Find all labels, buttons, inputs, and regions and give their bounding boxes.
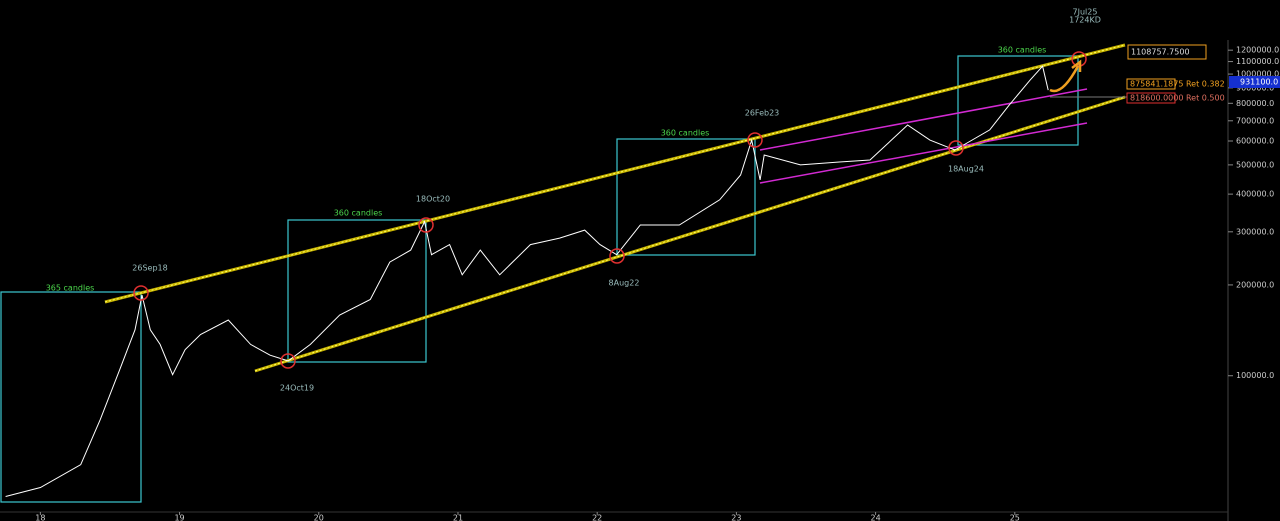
price-label: 818600.0000 Ret 0.500 [1130,94,1225,103]
annotation: 360 candles [334,209,383,218]
range-box [957,55,1079,146]
x-tick-label: 21 [453,514,463,521]
pivot-circle [609,248,625,264]
x-tick-label: 20 [314,514,324,521]
annotation: 26Sep18 [132,264,167,273]
range-box [616,138,756,256]
pivot-circle [418,217,434,233]
pivot-circle [747,132,763,148]
y-tick-label: 1100000.0 [1236,57,1279,66]
y-tick-label: 500000.0 [1236,160,1274,169]
annotation: 18Oct20 [416,195,450,204]
y-tick-label: 100000.0 [1236,371,1274,380]
range-box [287,219,427,363]
y-tick-label: 200000.0 [1236,280,1274,289]
current-price: 931100.0 [1240,78,1278,87]
price-label: 1108757.7500 [1131,48,1190,57]
trend-line [759,122,1088,184]
x-tick-label: 24 [871,514,881,521]
trend-line [759,88,1088,151]
x-tick-label: 25 [1010,514,1020,521]
annotation: 365 candles [46,284,95,293]
pivot-circle [280,353,296,369]
annotation: 8Aug22 [609,279,640,288]
annotation: 1724KD [1069,16,1101,25]
x-tick-label: 22 [592,514,602,521]
y-tick-label: 300000.0 [1236,227,1274,236]
pivot-circle [133,285,149,301]
price-label: 875841.1875 Ret 0.382 [1130,80,1225,89]
price-label-box [1126,92,1176,104]
range-box [0,291,142,503]
annotation: 26Feb23 [745,109,780,118]
y-tick-label: 1000000.0 [1236,70,1279,79]
x-tick-label: 18 [35,514,45,521]
y-tick-label: 700000.0 [1236,116,1274,125]
y-tick-label: 600000.0 [1236,136,1274,145]
current-price-box [1229,76,1280,88]
annotation: 360 candles [661,129,710,138]
annotation: 24Oct19 [280,384,314,393]
annotation: 18Aug24 [948,165,984,174]
annotation: 7Jul25 [1073,8,1098,17]
projection-arrow [1049,65,1080,93]
x-tick-label: 19 [174,514,184,521]
pivot-circle [948,140,964,156]
y-tick-label: 400000.0 [1236,190,1274,199]
price-line [5,65,1049,497]
x-tick-label: 23 [731,514,741,521]
price-label-box [1126,78,1176,90]
projection-arrow-head [1071,59,1082,72]
y-tick-label: 800000.0 [1236,99,1274,108]
annotation: 360 candles [998,46,1047,55]
channel-line-inner [104,44,1126,303]
price-label-box [1127,44,1207,60]
y-tick-label: 1200000.0 [1236,46,1279,55]
